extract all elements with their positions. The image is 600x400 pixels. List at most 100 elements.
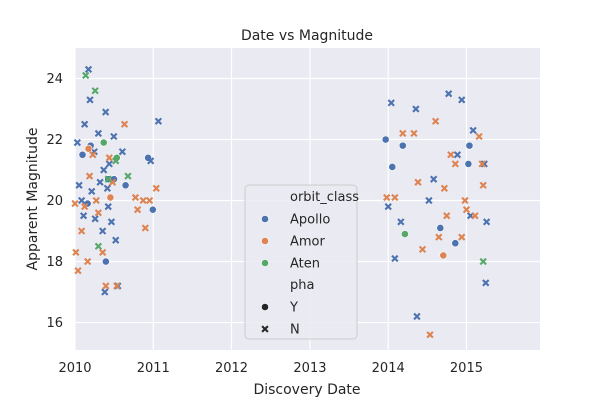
data-point <box>478 160 486 168</box>
data-point <box>86 96 94 104</box>
data-point <box>410 129 418 138</box>
data-point <box>439 251 448 260</box>
data-point <box>99 138 108 147</box>
legend-label-aten: Aten <box>290 257 320 272</box>
data-point <box>110 132 118 141</box>
y-tick-labels: 16 18 20 22 24 <box>46 72 63 331</box>
data-point <box>387 99 395 107</box>
legend-marker-amor <box>261 237 269 245</box>
legend-label-amor: Amor <box>290 235 326 250</box>
data-point <box>91 215 99 223</box>
data-point <box>105 154 113 162</box>
legend-hue-title: orbit_class <box>290 190 359 205</box>
data-point <box>120 120 129 128</box>
legend-label-pha-y: Y <box>289 301 298 316</box>
data-point <box>412 105 420 113</box>
data-point <box>475 132 483 141</box>
data-point <box>398 141 407 150</box>
data-point <box>152 184 160 192</box>
data-point <box>79 212 88 220</box>
legend: orbit_class Apollo Amor Aten pha YN <box>244 184 359 340</box>
data-point <box>99 248 107 257</box>
y-tick-label: 24 <box>46 72 63 87</box>
data-point <box>440 184 449 192</box>
data-point <box>101 288 109 296</box>
legend-label-apollo: Apollo <box>290 213 330 228</box>
data-point <box>112 236 120 244</box>
data-point <box>82 71 90 80</box>
legend-marker-apollo <box>261 215 269 223</box>
data-point <box>465 141 474 150</box>
y-axis-title: Apparent Magnitude <box>25 128 41 271</box>
data-point <box>81 202 89 211</box>
data-point <box>92 196 100 205</box>
data-point <box>479 181 487 189</box>
data-point <box>96 178 104 186</box>
data-point <box>482 279 490 287</box>
data-point <box>78 150 87 159</box>
data-point <box>72 248 80 257</box>
data-point <box>78 227 86 235</box>
data-point <box>101 257 110 266</box>
data-point <box>84 65 93 73</box>
data-point <box>85 172 94 180</box>
data-point <box>391 193 399 202</box>
data-point <box>94 129 103 138</box>
data-point <box>102 282 110 290</box>
data-point <box>94 242 103 250</box>
data-point <box>447 151 455 159</box>
data-point <box>480 160 488 168</box>
data-point <box>397 218 405 226</box>
x-tick-label: 2012 <box>215 361 248 376</box>
y-tick-label: 18 <box>46 255 63 270</box>
data-point <box>401 230 409 238</box>
data-point <box>414 178 422 186</box>
data-point <box>451 239 460 248</box>
x-tick-label: 2013 <box>293 361 326 376</box>
data-point <box>73 138 82 147</box>
legend-marker-aten <box>261 259 269 267</box>
legend-hue-items: Apollo Amor Aten <box>261 213 330 272</box>
data-point <box>118 148 127 156</box>
data-point <box>74 267 82 275</box>
data-point <box>384 202 392 211</box>
data-point <box>112 157 120 165</box>
data-point <box>75 181 83 189</box>
data-point <box>105 160 113 168</box>
data-point <box>451 160 459 168</box>
x-tick-label: 2015 <box>450 361 483 376</box>
y-tick-label: 16 <box>46 316 63 331</box>
data-point <box>482 218 491 226</box>
x-tick-labels: 2010 2011 2012 2013 2014 2015 <box>58 361 483 376</box>
data-point <box>106 193 115 202</box>
data-point <box>469 126 477 135</box>
data-point <box>399 129 407 138</box>
data-point <box>445 90 453 98</box>
data-point <box>388 163 397 171</box>
data-point <box>443 212 451 220</box>
data-point <box>139 196 147 205</box>
x-axis-title: Discovery Date <box>253 382 360 398</box>
data-point <box>94 209 103 217</box>
data-point <box>103 184 112 192</box>
data-point <box>381 135 390 144</box>
data-point <box>91 87 99 95</box>
data-point <box>458 96 466 104</box>
data-point <box>391 254 399 263</box>
data-point <box>461 196 469 205</box>
x-tick-label: 2011 <box>137 361 170 376</box>
data-point <box>425 196 433 205</box>
data-point <box>104 175 112 183</box>
data-point <box>88 187 96 196</box>
data-point <box>479 257 487 266</box>
data-point <box>141 224 149 232</box>
data-point <box>102 108 110 116</box>
legend-marker-pha-y <box>261 303 269 311</box>
data-point <box>133 206 142 214</box>
data-point <box>464 160 473 168</box>
data-point <box>84 257 92 266</box>
legend-label-pha-n: N <box>290 323 300 338</box>
data-point <box>430 175 438 183</box>
legend-style-items: YN <box>261 301 300 338</box>
data-point <box>418 245 427 253</box>
